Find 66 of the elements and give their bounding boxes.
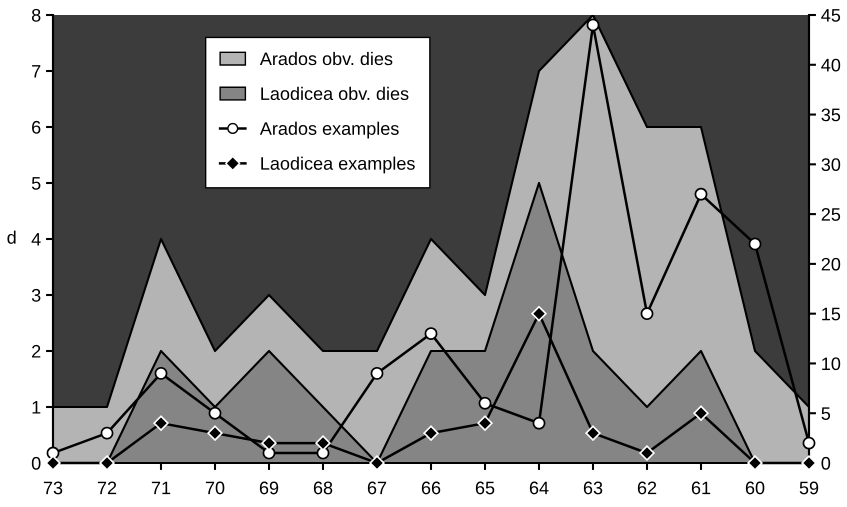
x-tick-label: 71 (152, 482, 170, 494)
x-tick-label: 63 (584, 482, 602, 494)
x-tick-label: 59 (800, 482, 818, 494)
point (424, 327, 438, 340)
y2-tick-label: 10 (822, 357, 840, 370)
point (208, 406, 222, 420)
y2-tick-label: 45 (821, 9, 840, 22)
point (801, 455, 817, 471)
point (315, 435, 331, 451)
point (45, 455, 61, 471)
point (154, 367, 168, 380)
point (207, 425, 223, 441)
point (802, 436, 816, 450)
x-tick-label: 62 (638, 482, 656, 494)
y2-tick-label: 15 (822, 308, 840, 320)
y-tick-label: 3 (32, 288, 40, 302)
point (100, 426, 114, 440)
x-tick-label: 66 (422, 482, 440, 494)
point (640, 307, 654, 320)
x-tick-label: 69 (260, 482, 278, 494)
y-tick-label: 4 (32, 233, 41, 246)
y-tick-label: 7 (32, 65, 40, 78)
y2-tick-label: 35 (821, 108, 840, 122)
y2-tick-label: 40 (821, 58, 840, 72)
y2-tick-label: 25 (822, 208, 840, 221)
point (423, 425, 439, 441)
y-tick-label: 1 (32, 401, 40, 414)
x-tick-label: 64 (530, 482, 549, 494)
legend-label: Laodicea obv. dies (261, 86, 408, 100)
y-axis-title: d (7, 230, 16, 244)
legend-label: Laodicea examples (261, 156, 415, 174)
x-tick-label: 73 (44, 482, 62, 494)
y2-tick-label: 30 (821, 158, 840, 172)
x-tick-label: 61 (692, 482, 710, 494)
legend-label: Arados examples (260, 122, 399, 139)
point (747, 455, 763, 471)
y2-tick-label: 5 (822, 407, 830, 420)
point (99, 455, 115, 471)
point (369, 455, 385, 471)
point (531, 306, 547, 322)
point (478, 396, 492, 410)
y-tick-label: 8 (32, 8, 40, 22)
x-tick-label: 60 (746, 482, 764, 494)
point (153, 415, 169, 431)
y-tick-label: 5 (32, 177, 40, 190)
y-tick-label: 0 (32, 456, 40, 470)
point (585, 425, 601, 441)
point (477, 415, 493, 431)
point (261, 435, 277, 451)
point (639, 445, 655, 461)
point (532, 416, 546, 430)
y2-tick-label: 0 (822, 456, 830, 470)
y-tick-label: 6 (32, 120, 40, 134)
point (586, 18, 600, 32)
point (694, 188, 708, 201)
legend-label: Arados obv. dies (260, 52, 392, 66)
point (370, 367, 384, 380)
point (748, 238, 762, 250)
x-tick-label: 67 (368, 482, 386, 494)
x-tick-label: 72 (98, 482, 116, 494)
y2-tick-label: 20 (822, 258, 840, 271)
point (693, 406, 709, 421)
x-tick-label: 70 (206, 482, 224, 494)
x-tick-label: 65 (476, 482, 494, 494)
y-tick-label: 2 (32, 344, 40, 358)
x-tick-label: 68 (314, 482, 332, 494)
